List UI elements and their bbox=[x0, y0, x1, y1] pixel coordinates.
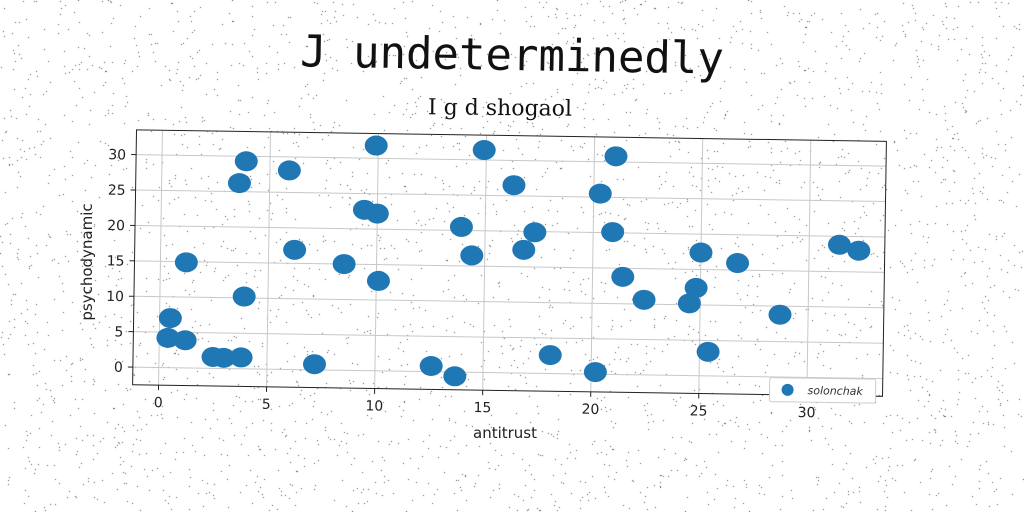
grid-line-y bbox=[133, 331, 884, 344]
y-tick-label: 15 bbox=[107, 253, 125, 269]
data-point bbox=[212, 347, 236, 368]
data-point bbox=[604, 146, 628, 167]
x-tick-label: 20 bbox=[581, 402, 599, 418]
grid-line-y bbox=[136, 154, 887, 167]
data-point bbox=[365, 203, 389, 224]
data-point bbox=[696, 341, 720, 362]
grid-line-y bbox=[134, 260, 885, 273]
data-point bbox=[364, 135, 388, 156]
grid-line-x bbox=[266, 131, 272, 387]
data-point bbox=[156, 327, 180, 348]
x-tick-label: 15 bbox=[473, 400, 491, 416]
data-point bbox=[174, 252, 198, 273]
x-tick-label: 25 bbox=[690, 403, 708, 419]
plot-frame bbox=[132, 129, 887, 397]
x-ticks: 0 5 10 15 20 25 30 bbox=[154, 385, 816, 421]
data-point bbox=[277, 160, 301, 181]
data-point bbox=[689, 242, 713, 263]
grid-line-x bbox=[158, 130, 163, 386]
y-tick-label: 5 bbox=[114, 324, 123, 340]
data-point bbox=[443, 366, 467, 387]
data-point bbox=[768, 304, 792, 325]
legend-box bbox=[768, 377, 877, 404]
legend-marker bbox=[781, 383, 794, 396]
data-point bbox=[512, 239, 536, 260]
data-point bbox=[502, 175, 526, 196]
data-point bbox=[472, 140, 496, 161]
data-point bbox=[460, 245, 484, 266]
data-point bbox=[601, 222, 625, 243]
data-point bbox=[538, 345, 562, 366]
data-point bbox=[827, 234, 851, 255]
data-point bbox=[227, 173, 251, 194]
data-point bbox=[523, 222, 547, 243]
data-point bbox=[332, 254, 356, 275]
grid-line-y bbox=[135, 189, 886, 203]
x-tick-label: 30 bbox=[798, 405, 816, 421]
data-point bbox=[419, 356, 443, 377]
data-point bbox=[677, 293, 701, 314]
y-tick-label: 30 bbox=[108, 147, 126, 163]
x-tick-label: 5 bbox=[262, 397, 271, 413]
data-point bbox=[611, 266, 635, 287]
plot-area: 0 5 10 15 20 25 30 0 5 10 15 20 25 30 solonchak bbox=[106, 129, 887, 421]
grid-line-x bbox=[374, 133, 380, 389]
data-point bbox=[366, 270, 390, 291]
grid-lines bbox=[132, 130, 887, 396]
data-points bbox=[156, 135, 871, 387]
data-point bbox=[632, 289, 656, 310]
x-axis-label: antitrust bbox=[473, 424, 537, 442]
x-tick-label: 0 bbox=[154, 395, 163, 411]
grid-line-y bbox=[135, 224, 885, 238]
x-tick-label: 10 bbox=[365, 398, 383, 414]
data-point bbox=[173, 330, 197, 351]
y-ticks: 0 5 10 15 20 25 30 bbox=[106, 147, 137, 376]
data-point bbox=[684, 277, 708, 298]
y-tick-label: 25 bbox=[108, 183, 126, 199]
y-tick-label: 20 bbox=[107, 218, 125, 234]
data-point bbox=[847, 240, 871, 261]
grid-line-y bbox=[132, 366, 883, 380]
data-point bbox=[302, 354, 326, 375]
data-point bbox=[583, 362, 607, 383]
legend: solonchak bbox=[768, 377, 877, 404]
grid-line-x bbox=[806, 140, 812, 396]
grid-line-y bbox=[133, 295, 884, 309]
y-axis-label: psychodynamic bbox=[78, 203, 96, 320]
grid-line-x bbox=[590, 136, 596, 392]
data-point bbox=[158, 308, 182, 329]
data-point bbox=[234, 151, 258, 172]
grid-line-x bbox=[482, 135, 488, 391]
data-point bbox=[232, 286, 256, 307]
y-tick-label: 10 bbox=[106, 289, 124, 305]
data-point bbox=[726, 253, 750, 274]
legend-label: solonchak bbox=[807, 384, 863, 398]
data-point bbox=[229, 347, 253, 368]
data-point bbox=[449, 216, 473, 237]
data-point bbox=[588, 183, 612, 204]
data-point bbox=[283, 239, 307, 260]
y-tick-label: 0 bbox=[114, 360, 123, 376]
